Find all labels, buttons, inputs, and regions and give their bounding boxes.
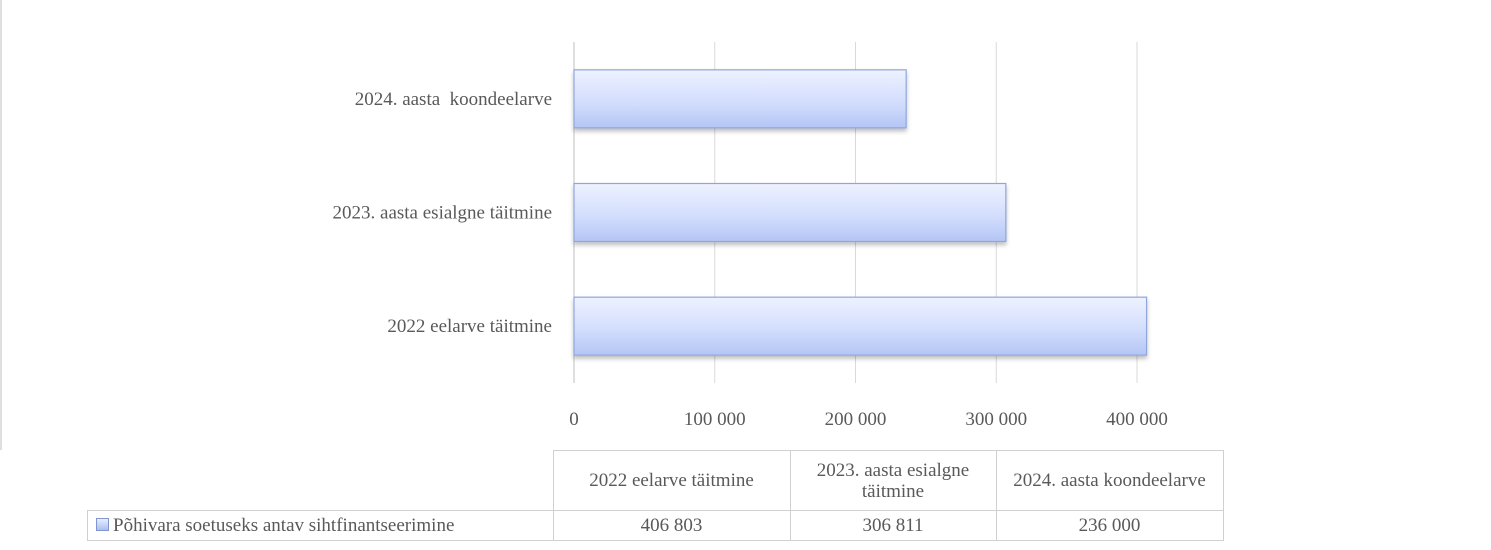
category-label: 2023. aasta esialgne täitmine: [333, 203, 552, 224]
data-table-header: 2022 eelarve täitmine: [552, 450, 791, 511]
bar-chart: 2022 eelarve täitmine 2023. aasta esialgn…: [0, 0, 1168, 450]
data-table: 2022 eelarve täitmine 2023. aasta esialg…: [87, 450, 1224, 541]
data-table-value: 236 000: [995, 510, 1224, 541]
data-table-corner: [87, 450, 554, 511]
bar: [573, 296, 1148, 356]
x-tick-label: 0: [569, 409, 579, 430]
category-label: 2022 eelarve täitmine: [387, 316, 552, 337]
data-table-header: 2023. aasta esialgne täitmine: [789, 450, 997, 511]
x-tick-label: 100 000: [684, 409, 746, 430]
data-table-value: 306 811: [789, 510, 997, 541]
series-label: Põhivara soetuseks antav sihtfinantseeri…: [113, 515, 455, 536]
bars: [573, 69, 1148, 356]
bar: [573, 182, 1007, 243]
x-tick-label: 400 000: [1106, 409, 1168, 430]
data-table-header-row: 2022 eelarve täitmine 2023. aasta esialg…: [87, 450, 1224, 511]
data-table-header: 2024. aasta koondeelarve: [995, 450, 1224, 511]
x-axis-tick-labels: 0 100 000 200 000 300 000 400 000: [569, 409, 1168, 430]
category-labels: 2022 eelarve täitmine 2023. aasta esialgn…: [333, 89, 552, 337]
data-table-value: 406 803: [552, 510, 791, 541]
data-table-series-cell: Põhivara soetuseks antav sihtfinantseeri…: [87, 510, 554, 541]
x-tick-label: 300 000: [965, 409, 1027, 430]
legend-key-icon: [96, 518, 109, 532]
bar: [573, 69, 907, 129]
data-table-row: Põhivara soetuseks antav sihtfinantseeri…: [87, 510, 1224, 541]
x-tick-label: 200 000: [825, 409, 887, 430]
category-label: 2024. aasta koondeelarve: [355, 89, 552, 110]
